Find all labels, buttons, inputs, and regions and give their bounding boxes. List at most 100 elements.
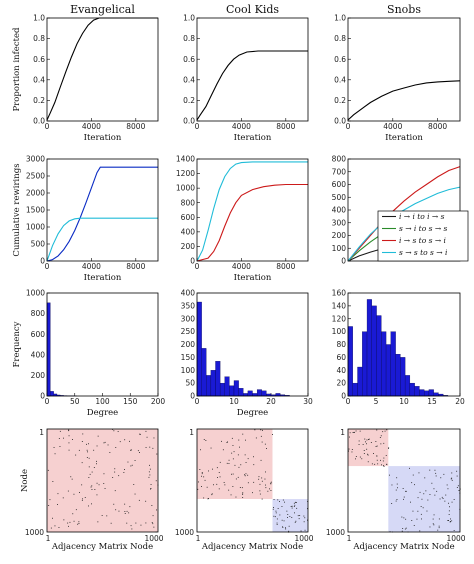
adjacency-dot [232, 458, 234, 460]
adjacency-dot [395, 500, 397, 502]
adjacency-dot [383, 465, 385, 467]
panel-title: Evangelical [70, 3, 135, 16]
adjacency-dot [418, 472, 420, 474]
panel-r3c3-bar [414, 386, 420, 397]
y-tick-label: 100 [332, 244, 347, 253]
adjacency-dot [124, 503, 126, 505]
adjacency-dot [429, 526, 431, 528]
adjacency-dot [112, 429, 114, 430]
y-tick-label: 0.8 [183, 34, 195, 43]
adjacency-dot [118, 510, 120, 512]
adjacency-dot [146, 436, 148, 438]
adjacency-dot [386, 463, 388, 465]
adjacency-dot [403, 517, 405, 519]
panel-r3c2-bar [210, 370, 216, 397]
panel-r2c3-series-3-line [347, 186, 461, 262]
adjacency-dot [235, 478, 237, 480]
adjacency-dot [230, 494, 232, 496]
panel-r1c1-series-0-line [46, 17, 158, 121]
adjacency-dot [231, 473, 232, 475]
adjacency-dot [444, 500, 446, 502]
adjacency-dot [201, 473, 203, 475]
adjacency-dot [91, 503, 92, 505]
adjacency-dot [265, 484, 266, 486]
adjacency-dot [447, 520, 449, 521]
x-axis-label: Iteration [385, 133, 423, 143]
y-tick-label: 1 [189, 428, 194, 437]
adjacency-dot [103, 442, 105, 444]
adjacency-dot [421, 518, 422, 520]
adjacency-dot [283, 520, 285, 522]
y-tick-label: 0 [190, 392, 195, 401]
adjacency-dot [359, 456, 361, 458]
adjacency-dot [98, 484, 100, 486]
y-tick-label: 0.2 [183, 96, 195, 105]
adjacency-dot [212, 468, 213, 470]
adjacency-dot [219, 476, 221, 478]
adjacency-dot [145, 522, 147, 524]
adjacency-dot [127, 461, 129, 463]
adjacency-dot [148, 471, 150, 473]
adjacency-dot [53, 447, 55, 448]
adjacency-dot [409, 467, 410, 469]
adjacency-dot [375, 446, 377, 447]
adjacency-dot [242, 497, 244, 498]
adjacency-dot [67, 490, 69, 492]
adjacency-dot [258, 476, 260, 478]
adjacency-dot [63, 437, 64, 439]
panel-r3c3-bar [390, 331, 396, 397]
adjacency-dot [200, 449, 201, 451]
panel-r3c2-bar [238, 388, 244, 397]
y-tick-label: 1200 [176, 169, 195, 178]
adjacency-dot [442, 498, 444, 499]
adjacency-dot [383, 442, 385, 444]
adjacency-dot [448, 520, 449, 521]
adjacency-dot [270, 483, 272, 485]
adjacency-dot [59, 430, 61, 432]
adjacency-dot [351, 451, 353, 453]
adjacency-dot [245, 439, 246, 441]
adjacency-dot [427, 499, 429, 501]
x-tick-label: 0 [195, 397, 200, 406]
adjacency-dot [145, 447, 147, 448]
adjacency-dot [93, 449, 95, 451]
y-tick-label: 400 [181, 289, 196, 298]
adjacency-dot [396, 483, 398, 485]
x-axis-label: Adjacency Matrix Node [51, 542, 153, 552]
adjacency-dot [285, 527, 286, 529]
adjacency-dot [277, 508, 279, 509]
adjacency-dot [264, 443, 266, 445]
adjacency-dot [294, 512, 295, 514]
adjacency-dot [380, 443, 382, 445]
y-tick-label: 1000 [26, 289, 45, 298]
adjacency-dot [307, 508, 308, 510]
adjacency-dot [129, 440, 130, 442]
adjacency-dot [402, 488, 404, 489]
adjacency-dot [404, 528, 406, 530]
adjacency-dot [374, 463, 376, 465]
adjacency-dot [149, 468, 151, 470]
adjacency-dot [78, 521, 80, 523]
adjacency-dot [376, 445, 378, 447]
adjacency-dot [364, 438, 366, 440]
panel-r1c3-series-0-line [347, 80, 461, 121]
y-tick-label: 0.8 [33, 34, 45, 43]
adjacency-dot [451, 479, 453, 481]
x-axis-label: Iteration [234, 133, 272, 143]
adjacency-dot [245, 462, 247, 463]
adjacency-dot [449, 521, 451, 523]
adjacency-dot [227, 441, 228, 443]
y-tick-label: 80 [336, 340, 346, 349]
adjacency-dot [417, 497, 419, 499]
x-axis-label: Degree [237, 408, 268, 418]
adjacency-dot [348, 450, 349, 452]
adjacency-dot [429, 469, 431, 471]
x-tick-label: 0 [45, 397, 50, 406]
adjacency-dot [145, 500, 147, 502]
panel-r4c1-frame [46, 428, 159, 533]
panel-r4c3-community-block-0 [348, 429, 389, 467]
adjacency-dot [201, 475, 202, 477]
y-tick-label: 1.0 [334, 14, 346, 23]
adjacency-dot [226, 462, 228, 464]
y-tick-label: 800 [181, 198, 196, 207]
